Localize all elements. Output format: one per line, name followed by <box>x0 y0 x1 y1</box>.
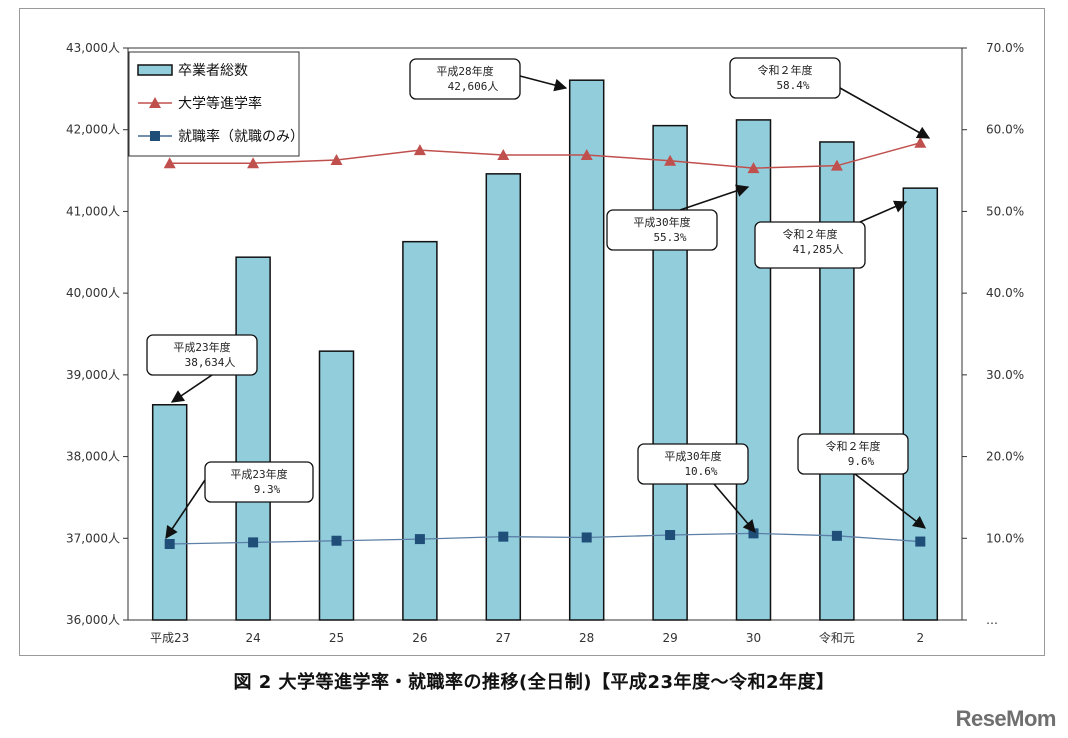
graduates-bar <box>402 240 438 621</box>
graduates-bar <box>568 79 605 621</box>
triangle-marker <box>330 153 343 165</box>
triangle-marker <box>830 159 843 171</box>
svg-text:平成23年度: 平成23年度 <box>230 467 287 481</box>
square-marker <box>748 528 759 539</box>
right-axis-tick: 20.0% <box>986 450 1024 464</box>
legend-item-2: 就職率（就職のみ） <box>138 128 304 145</box>
callout-r2-job: 令和２年度 9.6% <box>797 433 927 529</box>
graduates-bar <box>485 173 522 621</box>
svg-text:38,634人: 38,634人 <box>185 356 236 369</box>
svg-text:42,606人: 42,606人 <box>448 80 499 93</box>
graduates-bar <box>819 141 855 621</box>
x-axis-tick: 30 <box>746 631 761 645</box>
right-axis-tick: 50.0% <box>986 204 1024 218</box>
x-axis-tick: 25 <box>329 631 344 645</box>
svg-text:41,285人: 41,285人 <box>793 243 844 256</box>
x-axis-tick: 令和元 <box>819 630 855 645</box>
right-axis-tick: 60.0% <box>986 123 1024 137</box>
callout-h23-job: 平成23年度 9.3% <box>165 461 314 540</box>
graduates-bar <box>235 256 271 621</box>
legend-item-1: 大学等進学率 <box>138 95 262 112</box>
callout-h23-grads: 平成23年度 38,634人 <box>146 334 258 403</box>
x-axis-tick: 28 <box>579 631 594 645</box>
square-marker <box>498 531 509 542</box>
svg-text:令和２年度: 令和２年度 <box>783 227 838 241</box>
x-axis-tick: 2 <box>916 631 924 645</box>
bar-swatch-icon <box>137 64 173 76</box>
axes: 43,000人 42,000人 41,000人 40,000人 39,000人 38,00… <box>66 41 1024 645</box>
graduates-bar <box>735 119 772 621</box>
square-marker <box>665 530 676 541</box>
figure-caption: 図 2 大学等進学率・就職率の推移(全日制)【平成23年度〜令和2年度】 <box>233 672 835 693</box>
callout-h30-job: 平成30年度 10.6% <box>637 443 756 533</box>
triangle-marker <box>413 144 426 156</box>
left-axis-tick: 41,000人 <box>66 204 120 218</box>
svg-text:令和２年度: 令和２年度 <box>826 439 881 453</box>
graduates-bar <box>318 350 355 621</box>
x-axis-tick: 24 <box>245 631 260 645</box>
svg-text:9.6%: 9.6% <box>848 455 875 468</box>
square-marker <box>831 530 842 541</box>
right-axis-tick: 30.0% <box>986 368 1024 382</box>
svg-text:平成28年度: 平成28年度 <box>436 64 493 78</box>
right-axis-tick: 70.0% <box>986 41 1024 55</box>
square-marker <box>414 534 425 545</box>
legend-label: 卒業者総数 <box>178 63 248 79</box>
svg-text:平成30年度: 平成30年度 <box>633 215 690 229</box>
left-axis-tick: 43,000人 <box>66 41 120 55</box>
triangle-marker <box>497 149 510 161</box>
x-axis-tick: 29 <box>662 631 677 645</box>
square-marker <box>915 536 926 547</box>
left-axis-tick: 36,000人 <box>66 613 120 627</box>
triangle-marker <box>163 157 176 169</box>
right-axis-tick: … <box>986 613 998 627</box>
callout-r2-rate: 令和２年度 58.4% <box>729 57 931 139</box>
callout-h28-grads: 平成28年度 42,606人 <box>409 58 568 100</box>
left-axis-tick: 37,000人 <box>66 531 120 545</box>
x-axis-tick: 26 <box>412 631 427 645</box>
square-marker <box>248 537 259 548</box>
left-axis-tick: 40,000人 <box>66 286 120 300</box>
svg-text:令和２年度: 令和２年度 <box>758 63 813 77</box>
resemom-logo: ReseMom <box>955 706 1057 731</box>
left-axis-tick: 38,000人 <box>66 450 120 464</box>
left-axis-tick: 39,000人 <box>66 368 120 382</box>
x-axis-tick: 平成23 <box>150 631 189 645</box>
chart-svg: 43,000人 42,000人 41,000人 40,000人 39,000人 38,00… <box>66 41 1024 645</box>
graduates-bar <box>151 404 188 621</box>
line-series <box>163 136 927 550</box>
legend-label: 大学等進学率 <box>178 95 262 112</box>
triangle-marker <box>247 157 260 169</box>
legend-item-0: 卒業者総数 <box>137 63 248 79</box>
left-axis-tick: 42,000人 <box>66 123 120 137</box>
svg-text:10.6%: 10.6% <box>684 465 717 478</box>
right-axis-tick: 40.0% <box>986 286 1024 300</box>
triangle-marker <box>664 154 677 166</box>
legend-label: 就職率（就職のみ） <box>178 128 304 145</box>
triangle-marker <box>580 149 593 161</box>
x-axis-tick: 27 <box>496 631 511 645</box>
bar-series-graduates <box>151 79 939 621</box>
svg-text:平成30年度: 平成30年度 <box>664 449 721 463</box>
right-axis-tick: 10.0% <box>986 531 1024 545</box>
svg-text:9.3%: 9.3% <box>254 483 281 496</box>
callout-h30-rate: 平成30年度 55.3% <box>606 184 750 251</box>
graduates-bar <box>652 124 688 621</box>
svg-text:58.4%: 58.4% <box>776 79 809 92</box>
triangle-marker-icon <box>149 97 161 108</box>
triangle-marker <box>747 162 760 174</box>
svg-text:平成23年度: 平成23年度 <box>173 340 230 354</box>
square-marker <box>581 532 592 543</box>
triangle-marker <box>914 136 927 148</box>
square-marker <box>164 539 175 550</box>
graduates-bar <box>902 187 939 621</box>
square-marker <box>331 535 342 546</box>
callout-r2-grads: 令和２年度 41,285人 <box>754 200 908 269</box>
square-marker-icon <box>150 131 160 141</box>
svg-text:55.3%: 55.3% <box>653 231 686 244</box>
